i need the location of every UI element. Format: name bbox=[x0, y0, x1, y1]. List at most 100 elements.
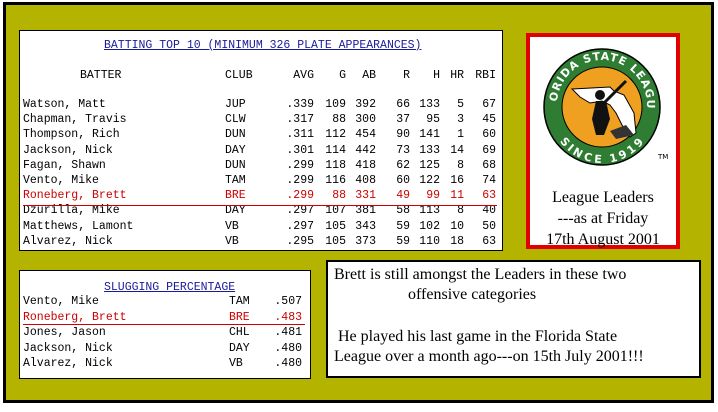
cell-g: 88 bbox=[332, 113, 346, 127]
batting-header-row: BATTER CLUB AVG G AB R H HR RBI bbox=[20, 69, 502, 84]
cell-ab: 418 bbox=[355, 158, 376, 172]
cell-g: 114 bbox=[325, 143, 346, 157]
cell-r: 62 bbox=[396, 158, 410, 172]
batting-row: Watson, Matt JUP .339 109 392 66 133 5 67 bbox=[20, 98, 502, 113]
cell-club: CLW bbox=[225, 113, 246, 127]
cell-r: 58 bbox=[396, 204, 410, 218]
cell-ab: 454 bbox=[355, 128, 376, 142]
cell-avg: .297 bbox=[286, 219, 314, 233]
logo-panel: FLORIDA STATE LEAGUE SINCE 1919 TM Leagu… bbox=[526, 33, 680, 249]
slug-cell-batter: Jones, Jason bbox=[23, 326, 106, 339]
cell-ab: 381 bbox=[355, 204, 376, 218]
batting-row: Chapman, Travis CLW .317 88 300 37 95 3 45 bbox=[20, 113, 502, 128]
cell-ab: 392 bbox=[355, 98, 376, 111]
cell-club: DAY bbox=[225, 143, 246, 157]
slug-cell-batter: Alvarez, Nick bbox=[23, 357, 113, 370]
cell-club: VB bbox=[225, 219, 239, 233]
cell-batter: Thompson, Rich bbox=[23, 128, 120, 142]
note-line4: League over a month ago---on 15th July 2… bbox=[334, 348, 644, 365]
cell-ab: 343 bbox=[355, 219, 376, 233]
col-ab: AB bbox=[362, 69, 376, 82]
cell-ab: 373 bbox=[355, 234, 376, 248]
leaders-line2: ---as at Friday bbox=[557, 210, 649, 227]
cell-rbi: 45 bbox=[482, 113, 496, 127]
cell-avg: .299 bbox=[286, 158, 314, 172]
slug-cell-club: CHL bbox=[229, 326, 250, 339]
batting-row: Thompson, Rich DUN .311 112 454 90 141 1 60 bbox=[20, 128, 502, 143]
cell-avg: .297 bbox=[286, 204, 314, 218]
cell-h: 99 bbox=[426, 189, 440, 203]
cell-ab: 331 bbox=[355, 189, 376, 203]
note-line3: He played his last game in the Florida S… bbox=[338, 328, 618, 345]
cell-g: 105 bbox=[325, 234, 346, 248]
cell-g: 112 bbox=[325, 128, 346, 142]
cell-r: 59 bbox=[396, 219, 410, 233]
cell-ab: 408 bbox=[355, 174, 376, 187]
cell-hr: 11 bbox=[450, 189, 464, 203]
cell-hr: 8 bbox=[457, 204, 464, 218]
cell-club: DUN bbox=[225, 158, 246, 172]
cell-rbi: 74 bbox=[482, 174, 496, 187]
highlight-underline bbox=[23, 205, 497, 206]
cell-avg: .299 bbox=[286, 174, 314, 187]
batting-title: BATTING TOP 10 (MINIMUM 326 PLATE APPEAR… bbox=[104, 39, 422, 52]
slug-highlight-underline bbox=[23, 324, 305, 325]
col-g: G bbox=[339, 69, 346, 82]
leaders-line1: League Leaders bbox=[552, 189, 654, 206]
cell-h: 133 bbox=[419, 143, 440, 157]
cell-club: TAM bbox=[225, 174, 246, 187]
cell-hr: 16 bbox=[450, 174, 464, 187]
slug-cell-pct: .483 bbox=[274, 310, 302, 324]
slugging-row: Jones, Jason CHL .481 bbox=[20, 326, 310, 341]
cell-avg: .317 bbox=[286, 113, 314, 127]
cell-rbi: 68 bbox=[482, 158, 496, 172]
slugging-row: Jackson, Nick DAY .480 bbox=[20, 342, 310, 357]
slug-cell-pct: .507 bbox=[274, 295, 302, 308]
cell-g: 109 bbox=[325, 98, 346, 111]
fsl-logo: FLORIDA STATE LEAGUE SINCE 1919 TM bbox=[530, 39, 668, 166]
cell-avg: .339 bbox=[286, 98, 314, 111]
cell-club: BRE bbox=[225, 189, 246, 203]
slug-cell-club: DAY bbox=[229, 341, 250, 355]
batting-row: Alvarez, Nick VB .295 105 373 59 110 18 63 bbox=[20, 235, 502, 250]
cell-rbi: 50 bbox=[482, 219, 496, 233]
cell-avg: .299 bbox=[286, 189, 314, 203]
batting-row: Vento, Mike TAM .299 116 408 60 122 16 74 bbox=[20, 174, 502, 189]
trademark-mark: TM bbox=[657, 153, 668, 161]
batter-body-icon bbox=[592, 101, 610, 135]
slug-cell-batter: Vento, Mike bbox=[23, 295, 99, 308]
cell-hr: 8 bbox=[457, 158, 464, 172]
cell-h: 113 bbox=[419, 204, 440, 218]
cell-h: 102 bbox=[419, 219, 440, 233]
bat-icon bbox=[602, 79, 628, 105]
cell-rbi: 67 bbox=[482, 98, 496, 111]
cell-g: 88 bbox=[332, 189, 346, 203]
cell-r: 73 bbox=[396, 143, 410, 157]
cell-club: VB bbox=[225, 234, 239, 248]
cell-ab: 442 bbox=[355, 143, 376, 157]
cell-r: 37 bbox=[396, 113, 410, 127]
col-rbi: RBI bbox=[475, 69, 496, 82]
slug-cell-batter: Roneberg, Brett bbox=[23, 310, 127, 324]
slug-cell-club: BRE bbox=[229, 310, 250, 324]
cell-club: DAY bbox=[225, 204, 246, 218]
cell-g: 118 bbox=[325, 158, 346, 172]
col-club: CLUB bbox=[225, 69, 253, 82]
cell-rbi: 40 bbox=[482, 204, 496, 218]
cell-h: 95 bbox=[426, 113, 440, 127]
cell-ab: 300 bbox=[355, 113, 376, 127]
cell-r: 66 bbox=[396, 98, 410, 111]
batting-row: Roneberg, Brett BRE .299 88 331 49 99 11 63 bbox=[20, 189, 502, 204]
cell-rbi: 60 bbox=[482, 128, 496, 142]
cell-batter: Roneberg, Brett bbox=[23, 189, 127, 203]
cell-g: 105 bbox=[325, 219, 346, 233]
cell-hr: 1 bbox=[457, 128, 464, 142]
cell-batter: Watson, Matt bbox=[23, 98, 106, 111]
slugging-title: SLUGGING PERCENTAGE bbox=[104, 281, 236, 294]
col-avg: AVG bbox=[293, 69, 314, 82]
cell-h: 125 bbox=[419, 158, 440, 172]
cell-batter: Alvarez, Nick bbox=[23, 234, 113, 248]
cell-hr: 3 bbox=[457, 113, 464, 127]
note-line1: Brett is still amongst the Leaders in th… bbox=[334, 266, 627, 283]
cell-hr: 18 bbox=[450, 234, 464, 248]
